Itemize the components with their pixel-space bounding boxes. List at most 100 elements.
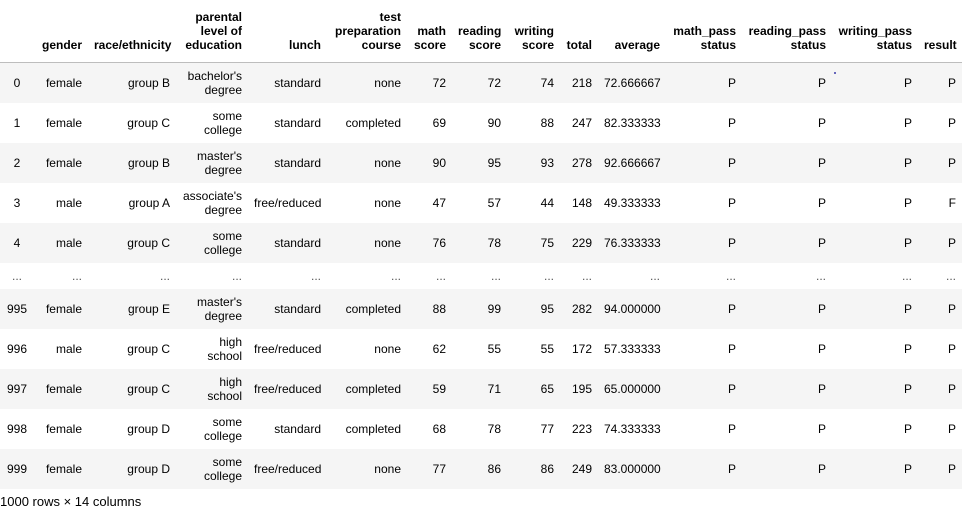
cell-gender: female [45, 155, 82, 170]
cell-total: 223 [571, 421, 592, 436]
cell-test-prep: completed [345, 421, 401, 436]
dataframe-shape-footer: 1000 rows × 14 columns [0, 494, 142, 509]
cell-reading-pass-status: P [817, 341, 826, 356]
cell-math-pass-status: P [727, 115, 736, 130]
cell-lunch: ... [310, 268, 321, 283]
cell-reading-pass-status: P [817, 301, 826, 316]
cell-parental-education: ... [231, 268, 242, 283]
cell-result: P [947, 235, 956, 250]
cell-result: P [947, 461, 956, 476]
cell-reading-pass-status: P [817, 235, 826, 250]
cell-total: 282 [571, 301, 592, 316]
cell-reading-score: 78 [487, 235, 501, 250]
cell-writing-score: 74 [540, 75, 554, 90]
ellipsis-row: ... ... ... ... ... ... ... ... ... ... … [0, 263, 962, 289]
cell-writing-score: 75 [540, 235, 554, 250]
cell-writing-pass-status: P [903, 195, 912, 210]
cell-result: ... [945, 268, 956, 283]
cell-race-ethnicity: group C [127, 115, 170, 130]
cell-test-prep: none [374, 235, 401, 250]
column-header-index [0, 0, 34, 63]
cell-math-score: 77 [432, 461, 446, 476]
cell-average: 92.666667 [604, 155, 661, 170]
cell-test-prep: completed [345, 115, 401, 130]
cell-total: 278 [571, 155, 592, 170]
cell-writing-score: 93 [540, 155, 554, 170]
cell-reading-score: 86 [487, 461, 501, 476]
table-row: 4 male group C some college standard non… [0, 222, 962, 263]
cell-math-pass-status: P [727, 155, 736, 170]
cell-math-pass-status: P [727, 421, 736, 436]
cell-parental-education: master's degree [197, 148, 242, 177]
cell-writing-score: 86 [540, 461, 554, 476]
cell-gender: female [45, 421, 82, 436]
table-row: 996 male group C high school free/reduce… [0, 329, 962, 369]
cell-reading-score: 57 [487, 195, 501, 210]
cell-reading-score: 90 [487, 115, 501, 130]
cell-result: F [948, 195, 956, 210]
cell-parental-education: master's degree [197, 294, 242, 323]
row-index: 998 [6, 421, 28, 436]
cell-math-score: 90 [432, 155, 446, 170]
table-row: 997 female group C high school free/redu… [0, 368, 962, 409]
cell-math-pass-status: P [727, 341, 736, 356]
cell-race-ethnicity: group C [127, 381, 170, 396]
cell-gender: female [45, 381, 82, 396]
cell-math-score: 68 [432, 421, 446, 436]
cell-total: 148 [571, 195, 592, 210]
cell-writing-score: 65 [540, 381, 554, 396]
row-index: 3 [13, 195, 21, 210]
table-row: 999 female group D some college free/red… [0, 448, 962, 489]
cell-result: P [947, 301, 956, 316]
cell-math-score: 69 [432, 115, 446, 130]
cell-math-pass-status: P [727, 461, 736, 476]
column-header-writing-pass-status: writing_pass status [832, 0, 918, 63]
cell-parental-education: some college [203, 228, 242, 257]
cell-test-prep: completed [345, 381, 401, 396]
cell-math-score: 47 [432, 195, 446, 210]
cell-average: 65.000000 [604, 381, 661, 396]
cell-lunch: standard [274, 421, 321, 436]
cell-race-ethnicity: group D [127, 461, 170, 476]
cell-math-score: 76 [432, 235, 446, 250]
cell-test-prep: none [374, 155, 401, 170]
row-index: 999 [6, 461, 28, 476]
column-header-average: average [598, 0, 666, 63]
column-header-result: result [918, 0, 962, 63]
row-index: 0 [13, 75, 21, 90]
cell-race-ethnicity: group A [128, 195, 170, 210]
cell-lunch: standard [274, 75, 321, 90]
cell-math-score: 59 [432, 381, 446, 396]
cell-test-prep: completed [345, 301, 401, 316]
cell-lunch: free/reduced [254, 381, 322, 396]
cell-parental-education: high school [207, 374, 242, 403]
column-header-reading-score: reading score [452, 0, 507, 63]
cell-result: P [947, 155, 956, 170]
cell-race-ethnicity: group C [127, 235, 170, 250]
cell-test-prep: none [374, 75, 401, 90]
table-row: 3 male group A associate's degree free/r… [0, 183, 962, 223]
cell-parental-education: some college [203, 414, 242, 443]
dataframe-table: gender race/ethnicity parental level of … [0, 0, 962, 489]
cell-writing-pass-status: P [903, 341, 912, 356]
cell-gender: female [45, 461, 82, 476]
cell-writing-pass-status: P [903, 301, 912, 316]
header-row: gender race/ethnicity parental level of … [0, 0, 962, 63]
cell-reading-pass-status: P [817, 75, 826, 90]
cell-average: 83.000000 [604, 461, 661, 476]
cell-parental-education: some college [203, 108, 242, 137]
cell-test-prep: none [374, 195, 401, 210]
cell-parental-education: some college [203, 454, 242, 483]
cell-average: ... [649, 268, 660, 283]
row-index: 997 [6, 381, 28, 396]
cell-math-pass-status: P [727, 75, 736, 90]
cell-average: 94.000000 [604, 301, 661, 316]
column-header-lunch: lunch [248, 0, 327, 63]
column-header-race-ethnicity: race/ethnicity [88, 0, 176, 63]
cell-writing-pass-status: P [903, 115, 912, 130]
cell-writing-pass-status: P [903, 381, 912, 396]
cell-total: 247 [571, 115, 592, 130]
cell-race-ethnicity: group B [127, 75, 170, 90]
table-row: 0 female group B bachelor's degree stand… [0, 62, 962, 103]
column-header-parental-education: parental level of education [176, 0, 248, 63]
